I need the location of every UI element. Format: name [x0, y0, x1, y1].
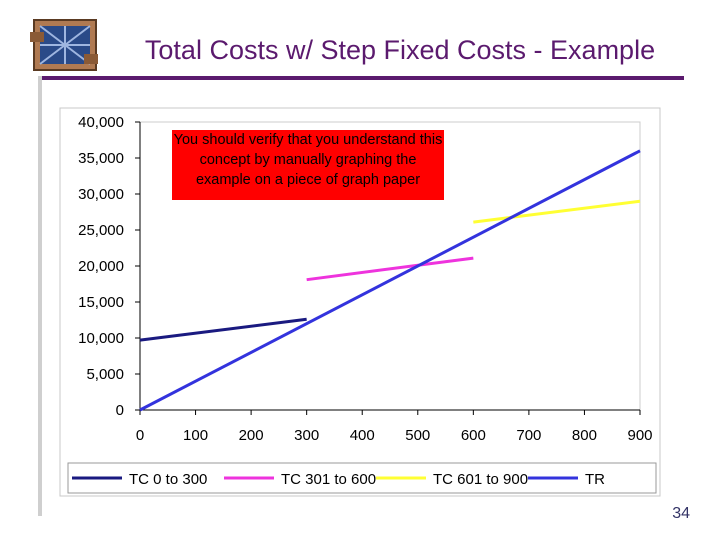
- x-tick-label: 100: [183, 427, 208, 444]
- series-line-2: [306, 256, 474, 282]
- callout-box: You should verify that you understand th…: [172, 130, 444, 200]
- y-tick-label: 10,000: [78, 330, 124, 347]
- y-tick-label: 30,000: [78, 186, 124, 203]
- slide-title: Total Costs w/ Step Fixed Costs - Exampl…: [144, 35, 656, 65]
- legend-label-4: TR: [585, 471, 605, 488]
- page-number: 34: [672, 505, 690, 522]
- x-tick-label: 200: [239, 427, 264, 444]
- y-tick-label: 40,000: [78, 114, 124, 131]
- y-tick-label: 35,000: [78, 150, 124, 167]
- title-rule: [38, 76, 684, 80]
- series-line-1: [139, 317, 307, 342]
- y-tick-label: 20,000: [78, 258, 124, 275]
- y-tick-label: 0: [116, 402, 124, 419]
- legend-label-1: TC 0 to 300: [129, 471, 207, 488]
- x-tick-label: 300: [294, 427, 319, 444]
- legend-label-2: TC 301 to 600: [281, 471, 376, 488]
- x-tick-label: 400: [350, 427, 375, 444]
- x-tick-label: 900: [627, 427, 652, 444]
- y-tick-label: 5,000: [86, 366, 124, 383]
- x-tick-label: 800: [572, 427, 597, 444]
- brick-logo: [30, 14, 100, 74]
- y-tick-label: 15,000: [78, 294, 124, 311]
- legend-label-3: TC 601 to 900: [433, 471, 528, 488]
- y-tick-label: 25,000: [78, 222, 124, 239]
- x-tick-label: 500: [405, 427, 430, 444]
- series-line-4: [139, 149, 641, 412]
- x-tick-label: 600: [461, 427, 486, 444]
- left-rule: [38, 76, 42, 516]
- series-line-3: [473, 199, 641, 224]
- x-tick-label: 0: [136, 427, 144, 444]
- x-tick-label: 700: [516, 427, 541, 444]
